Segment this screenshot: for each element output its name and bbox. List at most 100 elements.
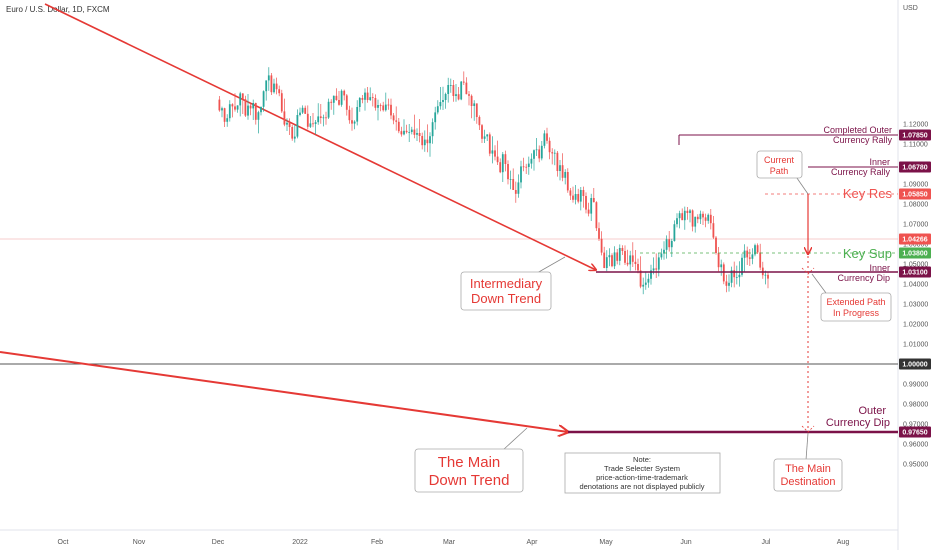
candle bbox=[468, 91, 470, 106]
candles bbox=[218, 67, 769, 295]
candle-body bbox=[434, 112, 437, 123]
candle bbox=[629, 250, 632, 271]
candle bbox=[626, 249, 629, 267]
candle bbox=[267, 67, 270, 91]
candle bbox=[618, 244, 621, 266]
candle-body bbox=[681, 213, 684, 221]
candle bbox=[556, 151, 559, 177]
candle bbox=[647, 273, 650, 288]
price-tag-label: 1.07850 bbox=[902, 133, 927, 140]
candle bbox=[403, 119, 405, 136]
candle-body bbox=[694, 216, 697, 227]
candle bbox=[278, 85, 281, 97]
candle-body bbox=[748, 257, 751, 259]
candle bbox=[694, 216, 697, 233]
candle bbox=[470, 94, 473, 119]
candle-body bbox=[439, 102, 442, 107]
candle-body bbox=[520, 166, 522, 183]
candle-body bbox=[431, 122, 434, 137]
candle-body bbox=[462, 81, 465, 83]
candle-body bbox=[621, 248, 624, 251]
candle bbox=[296, 109, 299, 139]
callout-text-2: Down Trend bbox=[429, 472, 510, 489]
candle bbox=[465, 77, 468, 95]
candle bbox=[530, 153, 533, 169]
candle-body bbox=[715, 237, 717, 253]
candle-body bbox=[616, 252, 619, 261]
candle bbox=[572, 186, 574, 203]
price-tag-label: 1.05850 bbox=[902, 192, 927, 199]
x-tick-label: Nov bbox=[133, 539, 146, 546]
candle-body bbox=[260, 106, 262, 113]
candle bbox=[722, 262, 725, 285]
candle-body bbox=[382, 105, 385, 111]
candle bbox=[691, 209, 694, 232]
note-box: Note: Trade Selecter System price-action… bbox=[564, 452, 721, 494]
candle-body bbox=[421, 136, 424, 146]
candle-body bbox=[332, 95, 335, 103]
candle bbox=[540, 141, 543, 161]
price-tag-label: 1.00000 bbox=[902, 362, 927, 369]
candle bbox=[374, 94, 377, 111]
candle-body bbox=[460, 81, 463, 100]
callout-pointer bbox=[502, 427, 528, 451]
candle-body bbox=[483, 136, 486, 139]
candle bbox=[704, 213, 707, 228]
candle bbox=[455, 84, 457, 102]
candle bbox=[377, 99, 379, 121]
candle bbox=[642, 277, 645, 295]
candle-body bbox=[223, 108, 226, 122]
candle-body bbox=[275, 83, 278, 90]
candle-body bbox=[301, 107, 304, 113]
candle-body bbox=[561, 165, 564, 178]
candle-body bbox=[395, 120, 398, 122]
candle bbox=[348, 105, 351, 124]
candle bbox=[551, 148, 554, 165]
price-tag-bg bbox=[899, 161, 931, 173]
candle-body bbox=[507, 164, 509, 180]
candle-body bbox=[665, 239, 668, 250]
candle-body bbox=[247, 105, 249, 116]
candle-body bbox=[733, 270, 736, 278]
callout-main-destination: The Main Destination bbox=[773, 432, 843, 492]
candle bbox=[595, 201, 598, 231]
price-tag-label: 1.06780 bbox=[902, 165, 927, 172]
candle bbox=[262, 90, 265, 112]
candle-body bbox=[756, 245, 759, 253]
candle-body bbox=[595, 202, 598, 229]
candle bbox=[234, 93, 236, 112]
candle bbox=[387, 98, 390, 110]
candle bbox=[371, 93, 374, 107]
candle bbox=[304, 105, 307, 114]
candle-body bbox=[582, 190, 585, 196]
candle bbox=[546, 127, 548, 144]
candle bbox=[475, 103, 478, 124]
candle-body bbox=[288, 122, 291, 127]
candle-body bbox=[613, 252, 616, 267]
candle-body bbox=[410, 129, 413, 132]
candle-body bbox=[273, 83, 275, 93]
candle bbox=[418, 119, 421, 143]
candle bbox=[236, 105, 239, 113]
candle-body bbox=[348, 109, 351, 121]
candle bbox=[447, 77, 450, 103]
candle-body bbox=[457, 94, 460, 100]
candle-body bbox=[696, 216, 699, 220]
candle-body bbox=[236, 105, 239, 110]
candle bbox=[699, 210, 702, 224]
candle-body bbox=[481, 125, 483, 139]
candle bbox=[587, 202, 590, 217]
y-tick-label: 1.09000 bbox=[903, 182, 928, 189]
candle-body bbox=[514, 190, 517, 194]
candle bbox=[275, 77, 278, 95]
x-tick-label: Jul bbox=[762, 539, 771, 546]
candle-body bbox=[642, 284, 645, 287]
candle-body bbox=[522, 166, 525, 168]
label-outer-dip-2: Currency Dip bbox=[826, 417, 890, 429]
note-line-2: Trade Selecter System bbox=[604, 464, 680, 473]
candle bbox=[473, 100, 476, 121]
candle-body bbox=[720, 264, 723, 268]
candle-body bbox=[322, 117, 325, 119]
candle bbox=[392, 113, 395, 125]
